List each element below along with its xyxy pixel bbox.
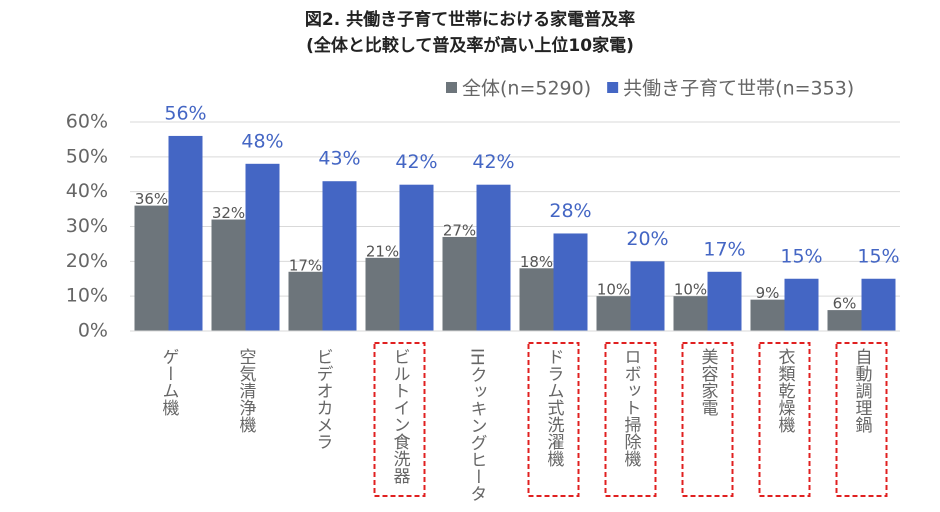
x-tick-label: 衣類乾燥機	[775, 348, 796, 434]
data-label: 42%	[472, 151, 514, 173]
x-tick-label: 自動調理鍋	[852, 348, 873, 433]
bar	[553, 233, 588, 331]
bar	[211, 219, 246, 331]
data-label: 17%	[703, 238, 745, 260]
highlight-box	[681, 342, 734, 497]
y-tick-label: 30%	[66, 215, 108, 237]
legend-swatch	[446, 82, 457, 93]
y-tick-label: 60%	[66, 111, 108, 133]
legend-swatch	[607, 82, 619, 93]
bar	[707, 271, 742, 331]
chart-subtitle: (全体と比較して普及率が高い上位10家電)	[306, 35, 634, 56]
bar	[442, 236, 477, 331]
bar	[630, 261, 665, 331]
bar	[365, 257, 400, 331]
x-tick-label: ドラム式洗濯機	[544, 348, 565, 468]
bar	[519, 268, 554, 331]
x-tick-label: 美容家電	[698, 348, 719, 416]
y-tick-label: 20%	[66, 250, 108, 272]
data-label: 6%	[833, 295, 857, 313]
bar	[596, 296, 631, 331]
bar	[245, 163, 280, 331]
x-tick-label: ロボット掃除機	[621, 348, 642, 468]
data-label: 56%	[164, 102, 206, 124]
bar	[476, 184, 511, 331]
x-tick-label: ゲーム機	[159, 348, 180, 417]
highlight-box	[527, 342, 580, 497]
data-label: 20%	[626, 228, 668, 250]
data-label: 10%	[674, 281, 707, 299]
data-label: 36%	[135, 190, 168, 208]
y-tick-label: 50%	[66, 145, 108, 167]
data-label: 48%	[241, 130, 283, 152]
bar	[827, 310, 862, 331]
bar	[168, 135, 203, 331]
highlight-box	[835, 342, 888, 497]
highlight-box	[373, 342, 426, 497]
x-tick-label: 空気清浄機	[236, 348, 257, 434]
data-label: 27%	[443, 221, 476, 239]
data-label: 9%	[756, 284, 780, 302]
bar	[134, 205, 169, 331]
bar	[399, 184, 434, 331]
data-label: 28%	[549, 200, 591, 222]
data-label: 18%	[520, 253, 553, 271]
data-label: 10%	[597, 281, 630, 299]
data-label: 21%	[366, 242, 399, 260]
data-label: 42%	[395, 151, 437, 173]
chart-title: 図2. 共働き子育て世帯における家電普及率	[305, 9, 635, 30]
bar	[861, 278, 896, 331]
y-tick-label: 10%	[66, 285, 108, 307]
data-label: 15%	[857, 245, 899, 267]
bar	[322, 181, 357, 331]
data-label: 17%	[289, 256, 322, 274]
data-label: 43%	[318, 148, 360, 170]
highlight-box	[604, 342, 657, 497]
legend-label: 共働き子育て世帯(n=353)	[623, 78, 854, 100]
bar	[784, 278, 819, 331]
highlight-box	[758, 342, 811, 497]
bar	[673, 296, 708, 331]
data-label: 15%	[780, 245, 822, 267]
x-tick-label: IHクッキングヒータ	[467, 348, 487, 502]
data-label: 32%	[212, 204, 245, 222]
legend-label: 全体(n=5290)	[462, 78, 591, 100]
y-tick-label: 0%	[78, 320, 108, 342]
bar	[288, 271, 323, 331]
x-tick-label: ビデオカメラ	[313, 348, 333, 450]
bar	[750, 299, 785, 331]
x-tick-label: ビルトイン食洗器	[390, 348, 411, 484]
y-tick-label: 40%	[66, 180, 108, 202]
